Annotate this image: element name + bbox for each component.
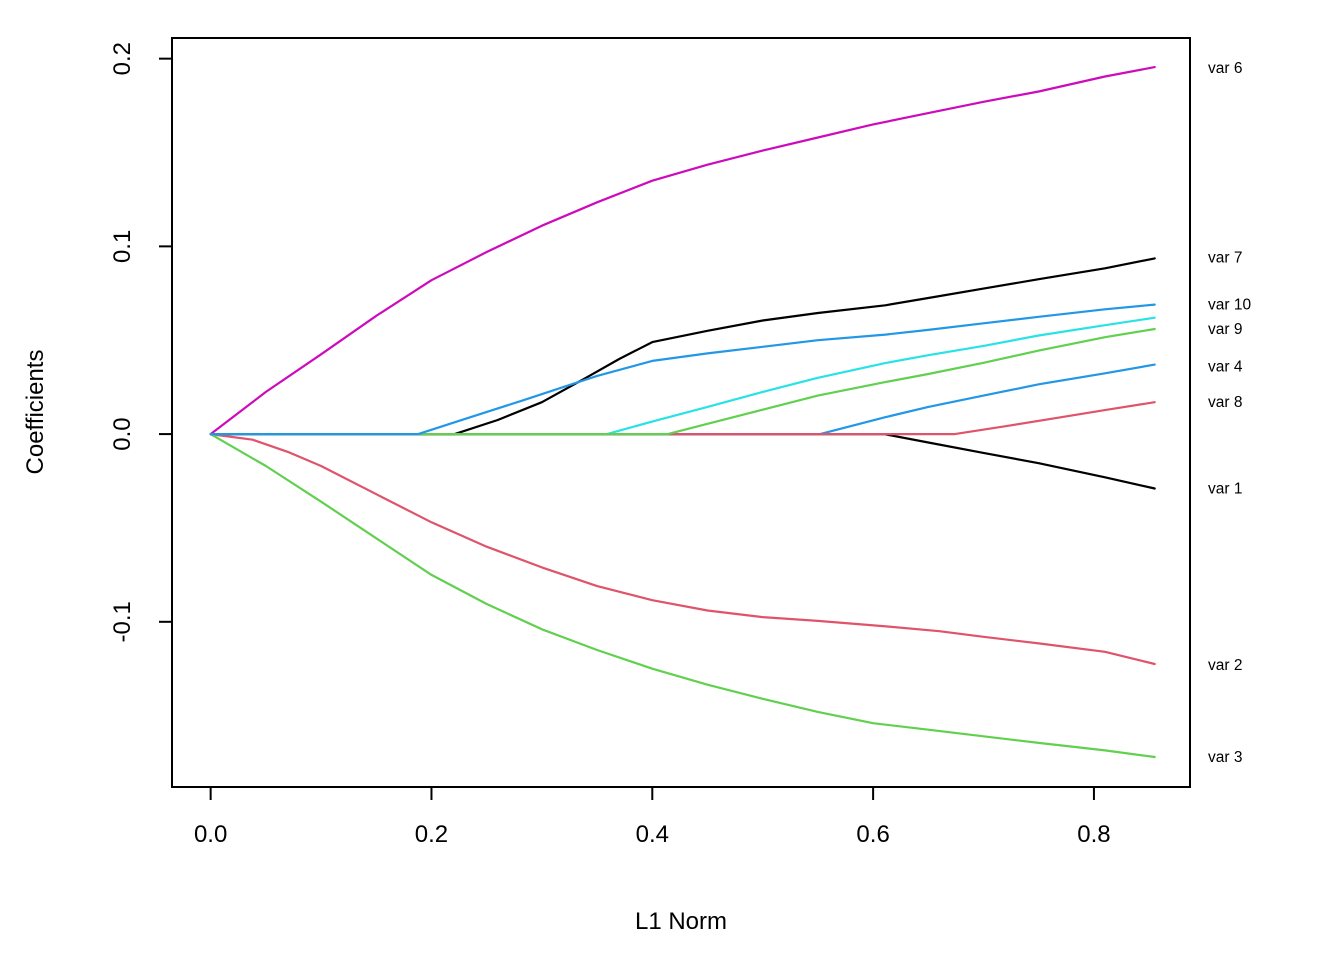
y-axis-title: Coefficients	[22, 349, 49, 475]
end-label-var10: var 10	[1208, 297, 1251, 314]
curve-var10	[209, 303, 1156, 436]
curve-var3	[209, 433, 1156, 759]
x-axis-title: L1 Norm	[634, 908, 728, 935]
end-label-var6: var 6	[1208, 60, 1242, 77]
curve-var2	[209, 433, 1156, 666]
x-tick-label: 0.6	[856, 821, 889, 848]
curve-var4	[209, 363, 1156, 436]
end-label-var9: var 9	[1208, 321, 1242, 338]
end-label-var3: var 3	[1208, 749, 1242, 766]
y-tick-label: 0.0	[109, 417, 136, 450]
curve-var7	[209, 257, 1156, 436]
x-tick-label: 0.4	[636, 821, 669, 848]
curve-var5	[209, 316, 1156, 436]
end-label-var4: var 4	[1208, 359, 1243, 376]
y-tick-label: 0.2	[109, 42, 136, 75]
curve-var8	[209, 401, 1156, 436]
end-label-var1: var 1	[1208, 481, 1242, 498]
x-tick-label: 0.8	[1077, 821, 1110, 848]
plot-border	[171, 37, 1191, 788]
x-tick-label: 0.2	[415, 821, 448, 848]
y-tick-label: 0.1	[109, 230, 136, 263]
y-tick-label: -0.1	[109, 601, 136, 642]
end-label-var2: var 2	[1208, 657, 1242, 674]
end-label-var7: var 7	[1208, 250, 1242, 267]
curve-var9	[209, 327, 1156, 436]
x-tick-label: 0.0	[194, 821, 227, 848]
curve-var6	[209, 66, 1156, 436]
curve-var1	[209, 433, 1156, 490]
end-label-var8: var 8	[1208, 394, 1242, 411]
